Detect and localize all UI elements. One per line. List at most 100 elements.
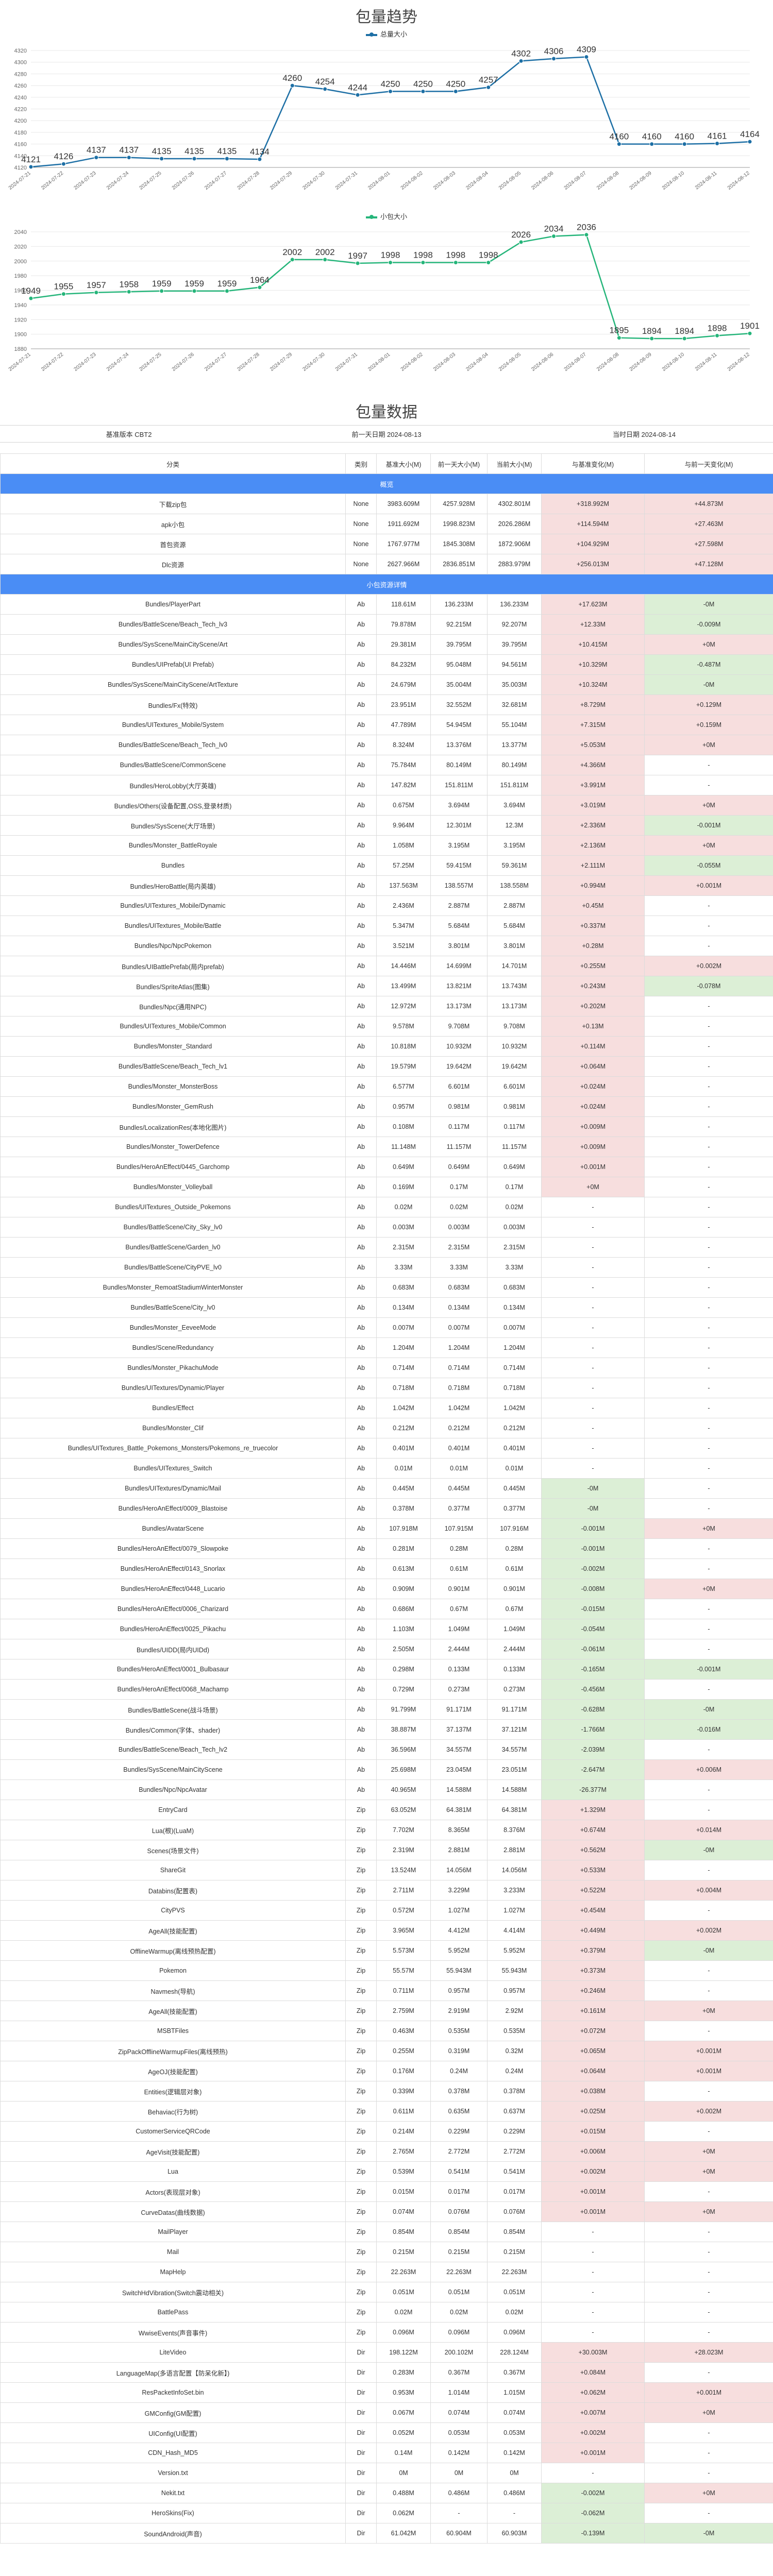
cell-type: Ab (345, 1679, 377, 1700)
cell-diff-prev: - (644, 1458, 773, 1479)
cell-type: Ab (345, 1558, 377, 1579)
cell-base-size: 0.649M (376, 1157, 431, 1177)
cell-diff-prev: - (644, 1217, 773, 1238)
cell-diff-prev: -0.055M (644, 855, 773, 876)
cell-curr-size: 14.588M (487, 1780, 542, 1800)
cell-category: Scenes(场景文件) (0, 1840, 346, 1860)
cell-curr-size: 34.557M (487, 1739, 542, 1760)
cell-prev-size: 0.24M (430, 2061, 488, 2081)
x-tick-label: 2024-07-29 (269, 170, 293, 191)
chart1-legend[interactable]: 总量大小 (0, 29, 773, 39)
cell-curr-size: 0.007M (487, 1317, 542, 1338)
cell-type: Ab (345, 634, 377, 655)
table-row: Bundles/BattleScene/Beach_Tech_lv0 Ab 8.32… (0, 735, 773, 755)
cell-category: MapHelp (0, 2262, 346, 2282)
cell-category: Lua(根)(LuaM) (0, 1820, 346, 1840)
cell-base-size: 0.096M (376, 2322, 431, 2343)
chart2-legend[interactable]: 小包大小 (0, 211, 773, 221)
cell-base-size: 0.052M (376, 2422, 431, 2443)
cell-prev-size: 3.694M (430, 795, 488, 816)
cell-diff-prev: +0M (644, 795, 773, 816)
cell-category: AgeAll(技能配置) (0, 2001, 346, 2021)
cell-prev-size: 32.552M (430, 694, 488, 715)
x-tick-label: 2024-07-24 (106, 170, 130, 191)
data-point (649, 142, 654, 147)
cell-prev-size: 5.684M (430, 916, 488, 936)
cell-prev-size: 2.315M (430, 1237, 488, 1258)
x-tick-label: 2024-08-01 (367, 170, 391, 191)
x-tick-label: 2024-07-28 (237, 170, 261, 191)
table-row: 下载zip包 None 3983.609M 4257.928M 4302.801M +31… (0, 494, 773, 514)
cell-base-size: 0.176M (376, 2061, 431, 2081)
cell-prev-size: 0.901M (430, 1579, 488, 1599)
cell-diff-base: +2.336M (541, 815, 645, 836)
cell-curr-size: 2883.979M (487, 554, 542, 574)
cell-base-size: 22.263M (376, 2262, 431, 2282)
cell-category: Bundles/SysScene(大厅场景) (0, 815, 346, 836)
cell-type: Ab (345, 1579, 377, 1599)
cell-base-size: 8.324M (376, 735, 431, 755)
data-label: 1901 (740, 321, 760, 331)
cell-category: 首包资源 (0, 534, 346, 554)
cell-curr-size: 0.133M (487, 1659, 542, 1680)
cell-prev-size: 6.601M (430, 1076, 488, 1097)
cell-category: UIConfig(UI配置) (0, 2422, 346, 2443)
cell-base-size: 0.215M (376, 2242, 431, 2262)
cell-base-size: 91.799M (376, 1699, 431, 1720)
group-title: 小包资源详情 (0, 574, 773, 595)
cell-category: Bundles/BattleScene/Beach_Tech_lv1 (0, 1056, 346, 1077)
cell-base-size: 57.25M (376, 855, 431, 876)
cell-category: Bundles/SysScene/MainCityScene/Art (0, 634, 346, 655)
cell-type: Ab (345, 735, 377, 755)
cell-diff-prev: - (644, 2282, 773, 2302)
table-row: Bundles/LocalizationRes(本地化图片) Ab 0.108M 0.… (0, 1116, 773, 1137)
table-row: Bundles/BattleScene/Garden_lv0 Ab 2.315M 2.… (0, 1237, 773, 1258)
cell-category: Navmesh(导航) (0, 1980, 346, 2001)
cell-diff-prev: - (644, 2362, 773, 2383)
cell-prev-size: 0.17M (430, 1177, 488, 1197)
data-point (61, 161, 66, 166)
cell-type: Ab (345, 875, 377, 896)
cell-curr-size: 138.558M (487, 875, 542, 896)
data-label: 2036 (577, 223, 596, 232)
cell-diff-prev: - (644, 1960, 773, 1981)
cell-type: Zip (345, 1860, 377, 1880)
cell-prev-size: 1.042M (430, 1398, 488, 1418)
cell-base-size: 23.951M (376, 694, 431, 715)
cell-curr-size: 0.017M (487, 2181, 542, 2202)
cell-diff-base: - (541, 2322, 645, 2343)
y-tick-label: 1980 (14, 273, 27, 279)
table-row: Mail Zip 0.215M 0.215M 0.215M - - (0, 2242, 773, 2262)
data-label: 4135 (152, 146, 172, 156)
cell-diff-prev: +47.128M (644, 554, 773, 574)
cell-category: Bundles/AvatarScene (0, 1518, 346, 1539)
cell-type: Zip (345, 2222, 377, 2242)
cell-category: Actors(表现层对象) (0, 2181, 346, 2202)
cell-diff-prev: - (644, 996, 773, 1016)
data-label: 4135 (184, 146, 204, 156)
cell-base-size: 1.042M (376, 1398, 431, 1418)
cell-curr-size: 0.24M (487, 2061, 542, 2081)
cell-prev-size: 0.053M (430, 2422, 488, 2443)
table-row: Bundles/AvatarScene Ab 107.918M 107.915M 107… (0, 1518, 773, 1539)
cell-diff-base: +7.315M (541, 715, 645, 735)
x-tick-label: 2024-08-02 (400, 170, 424, 191)
table-row: Bundles/Others(设备配置,OSS,登录材质) Ab 0.675M 3.6… (0, 795, 773, 816)
data-point (616, 335, 621, 341)
cell-category: Databins(配置表) (0, 1880, 346, 1901)
data-label: 4306 (544, 46, 564, 56)
cell-diff-prev: +0.001M (644, 2041, 773, 2061)
cell-category: Bundles/Monster_MonsterBoss (0, 1076, 346, 1097)
y-tick-label: 4220 (14, 107, 27, 113)
cell-type: Zip (345, 1960, 377, 1981)
cell-diff-base: -0.061M (541, 1639, 645, 1659)
cell-prev-size: 10.932M (430, 1036, 488, 1057)
cell-prev-size: 0.229M (430, 2121, 488, 2142)
cell-curr-size: 10.932M (487, 1036, 542, 1057)
cell-diff-prev: - (644, 1337, 773, 1358)
table-row: Lua(根)(LuaM) Zip 7.702M 8.365M 8.376M +0.674M… (0, 1820, 773, 1840)
cell-diff-base: +0.009M (541, 1137, 645, 1157)
cell-diff-base: +0.025M (541, 2101, 645, 2122)
cell-diff-base: +0.562M (541, 1840, 645, 1860)
data-point (94, 155, 99, 160)
